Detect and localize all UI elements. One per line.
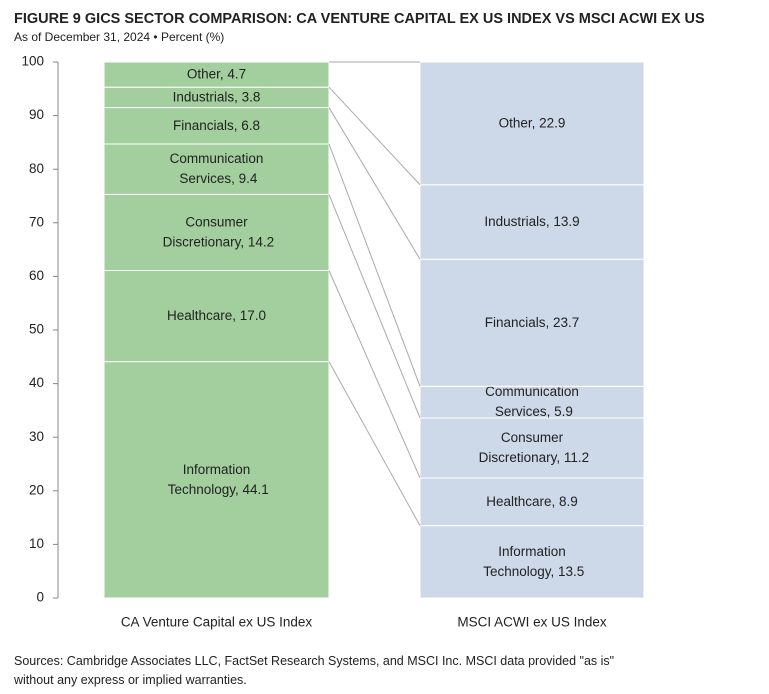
connector xyxy=(328,143,421,387)
data-label: Information Technology, 44.1 xyxy=(164,461,269,496)
data-label: Healthcare, 17.0 xyxy=(167,308,266,323)
data-label: Communication Services, 5.9 xyxy=(485,384,579,419)
bar-segment xyxy=(419,61,645,186)
bar-segment xyxy=(419,258,645,387)
connector xyxy=(328,107,421,260)
data-label: Financials, 6.8 xyxy=(173,117,260,132)
data-label: Information Technology, 13.5 xyxy=(480,543,585,578)
data-label: Healthcare, 8.9 xyxy=(486,493,578,508)
data-label: Industrials, 13.9 xyxy=(484,214,579,229)
data-label: Other, 4.7 xyxy=(187,66,246,81)
bar-segment xyxy=(419,417,645,479)
source-note: Sources: Cambridge Associates LLC, FactS… xyxy=(14,654,615,687)
y-tick-label: 90 xyxy=(29,107,44,122)
bar-segment xyxy=(419,385,645,419)
x-tick-label: CA Venture Capital ex US Index xyxy=(121,615,313,630)
bar-segment xyxy=(103,270,330,363)
data-label: Other, 22.9 xyxy=(499,115,566,130)
y-tick-label: 0 xyxy=(36,590,44,605)
connector xyxy=(328,361,421,526)
bar-segment xyxy=(103,361,330,599)
bar-segment xyxy=(419,184,645,260)
x-tick-label: MSCI ACWI ex US Index xyxy=(457,615,607,630)
data-label: Financials, 23.7 xyxy=(485,314,580,329)
connector xyxy=(328,86,421,186)
y-tick-label: 10 xyxy=(29,536,44,551)
bar-segment xyxy=(103,61,330,88)
bar-segment xyxy=(103,107,330,145)
y-tick-label: 20 xyxy=(29,482,44,497)
bar-segment xyxy=(103,143,330,195)
connector xyxy=(328,194,421,419)
y-tick-label: 40 xyxy=(29,375,44,390)
chart-subtitle: As of December 31, 2024 • Percent (%) xyxy=(14,30,224,44)
data-label: Consumer Discretionary, 14.2 xyxy=(159,214,274,249)
y-tick-label: 70 xyxy=(29,214,44,229)
y-tick-label: 60 xyxy=(29,268,44,283)
bar-segment xyxy=(419,477,645,527)
y-tick-label: 100 xyxy=(21,54,44,69)
bar-segment xyxy=(103,193,330,272)
data-label: Consumer Discretionary, 11.2 xyxy=(475,429,589,464)
y-tick-label: 30 xyxy=(29,429,44,444)
data-label: Communication Services, 9.4 xyxy=(170,151,264,186)
connector xyxy=(328,270,421,479)
y-tick-label: 80 xyxy=(29,161,44,176)
bar-segment xyxy=(419,525,645,599)
chart-title: FIGURE 9 GICS SECTOR COMPARISON: CA VENT… xyxy=(14,11,705,27)
chart: FIGURE 9 GICS SECTOR COMPARISON: CA VENT… xyxy=(14,11,705,630)
data-label: Industrials, 3.8 xyxy=(173,89,261,104)
y-tick-label: 50 xyxy=(29,322,44,337)
